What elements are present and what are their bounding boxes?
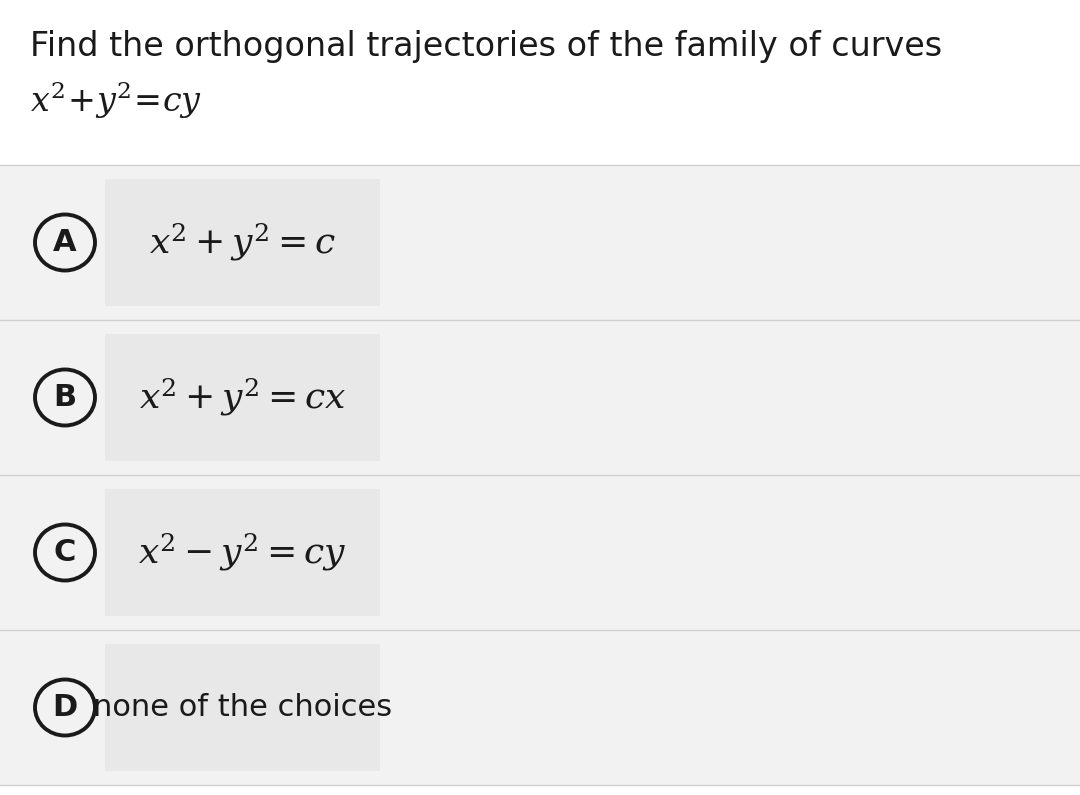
Text: D: D — [52, 693, 78, 722]
FancyBboxPatch shape — [105, 334, 380, 461]
Text: $x^2-y^2=cy$: $x^2-y^2=cy$ — [138, 532, 347, 573]
FancyBboxPatch shape — [105, 644, 380, 771]
FancyBboxPatch shape — [0, 475, 1080, 630]
Text: none of the choices: none of the choices — [93, 693, 392, 722]
Text: $x^2+y^2=c$: $x^2+y^2=c$ — [149, 222, 336, 263]
FancyBboxPatch shape — [0, 630, 1080, 785]
Text: B: B — [53, 383, 77, 412]
FancyBboxPatch shape — [105, 179, 380, 306]
FancyBboxPatch shape — [0, 320, 1080, 475]
FancyBboxPatch shape — [105, 489, 380, 616]
Text: $x^2\!+\!y^2\!=\!cy$: $x^2\!+\!y^2\!=\!cy$ — [30, 80, 202, 121]
FancyBboxPatch shape — [0, 165, 1080, 320]
Text: C: C — [54, 538, 77, 567]
Text: $x^2+y^2=cx$: $x^2+y^2=cx$ — [138, 377, 347, 418]
Text: A: A — [53, 228, 77, 257]
Text: Find the orthogonal trajectories of the family of curves: Find the orthogonal trajectories of the … — [30, 30, 942, 63]
